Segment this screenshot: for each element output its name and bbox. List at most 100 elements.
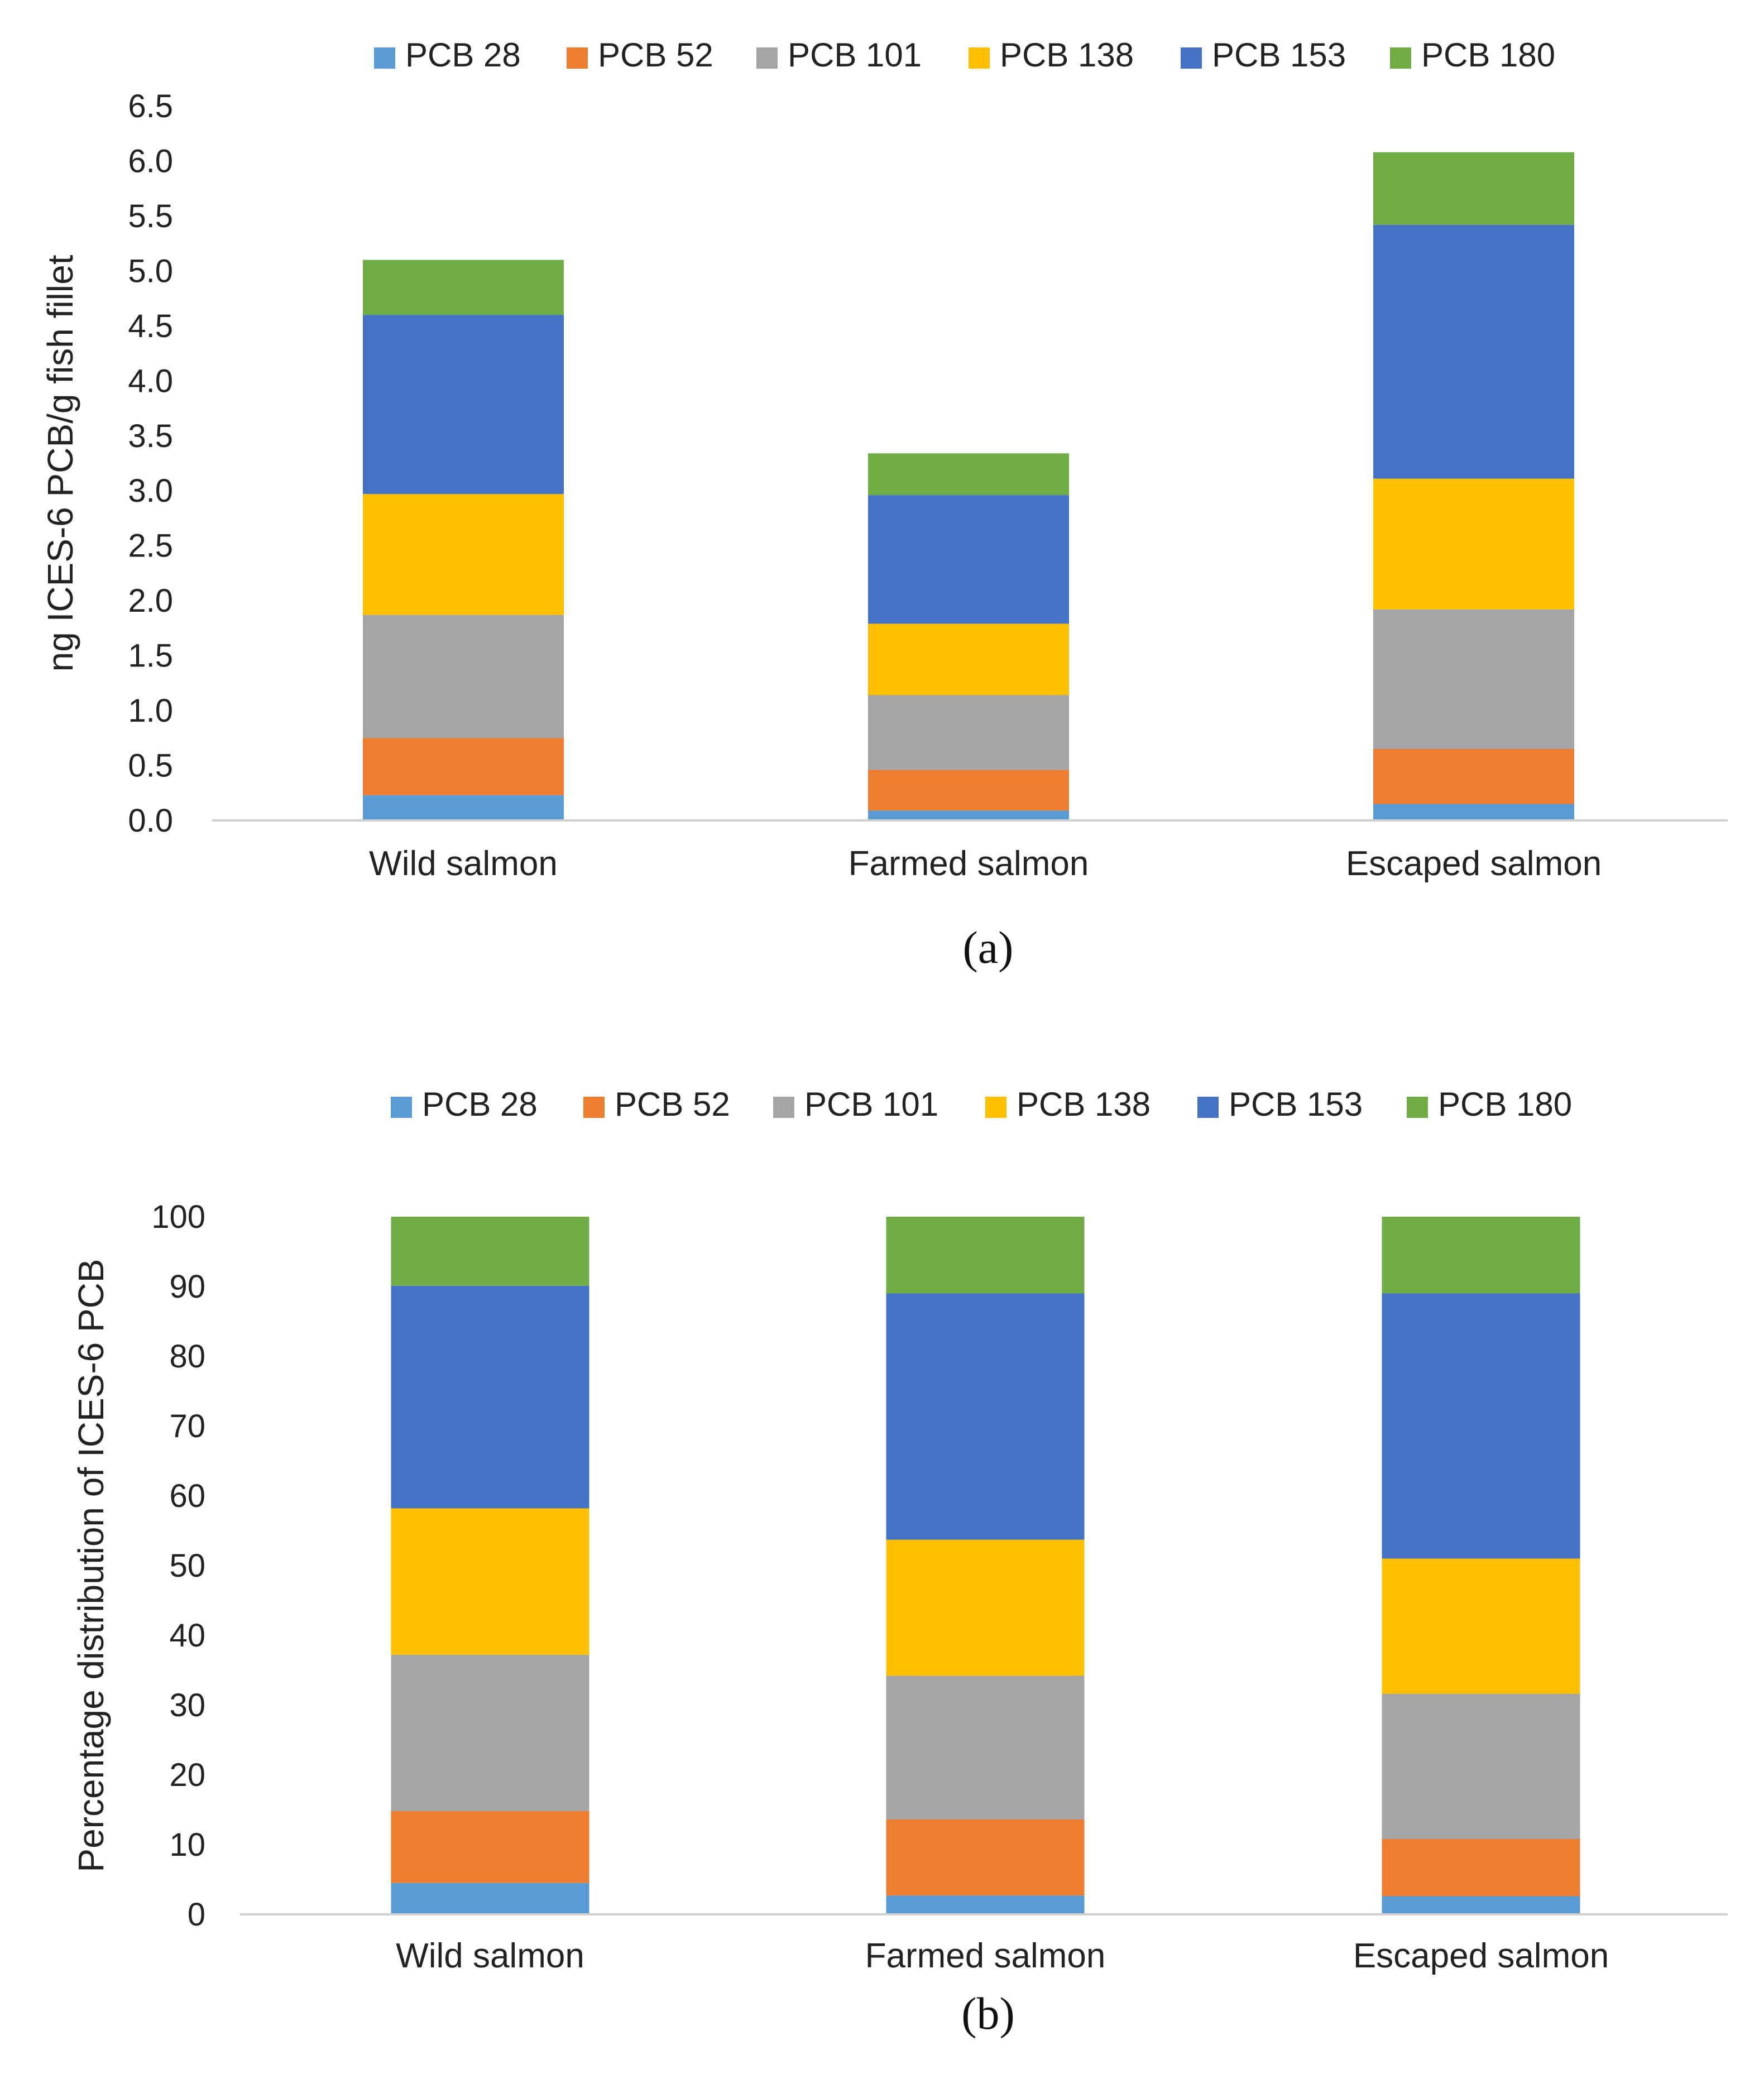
y-tick-label: 5.0 (128, 253, 173, 289)
legend-label: PCB 153 (1229, 1086, 1363, 1123)
y-tick-label: 2.0 (128, 583, 173, 619)
bar-segment (391, 1883, 589, 1914)
y-tick-label: 80 (169, 1338, 205, 1375)
y-tick-label: 4.0 (128, 363, 173, 399)
legend-swatch (374, 47, 395, 69)
bar-segment (886, 1293, 1085, 1540)
y-tick-label: 100 (151, 1199, 205, 1235)
legend-swatch (756, 47, 778, 69)
y-tick-label: 3.0 (128, 473, 173, 509)
y-tick-label: 20 (169, 1757, 205, 1793)
legend: PCB 28 PCB 52 PCB 101 PCB 138 PCB 153 PCB 180 (374, 36, 1555, 74)
bar-segment (1373, 804, 1574, 820)
legend: PCB 28 PCB 52 PCB 101 PCB 138 PCB 153 PCB 180 (391, 1086, 1572, 1123)
legend-swatch (391, 1097, 412, 1118)
x-category-label: Farmed salmon (849, 844, 1089, 883)
bar-segment (886, 1675, 1085, 1819)
y-tick-label: 1.0 (128, 693, 173, 729)
bar-segment (363, 260, 564, 315)
bar-segment (1382, 1217, 1580, 1294)
y-tick-label: 10 (169, 1827, 205, 1863)
x-category-label: Wild salmon (369, 844, 558, 883)
legend-label: PCB 52 (598, 36, 713, 74)
x-category-label: Escaped salmon (1346, 844, 1602, 883)
y-tick-label: 40 (169, 1617, 205, 1654)
bars (363, 152, 1574, 820)
y-axis-title: Percentage distribution of ICES-6 PCB (71, 1259, 111, 1872)
bar-segment (391, 1508, 589, 1655)
y-tick-label: 4.5 (128, 308, 173, 344)
chart-panel-a: PCB 28 PCB 52 PCB 101 PCB 138 PCB 153 PCB 180… (40, 36, 1728, 973)
y-tick-label: 50 (169, 1548, 205, 1584)
bar-segment (363, 795, 564, 820)
bar-segment (1373, 152, 1574, 225)
bar-segment (868, 453, 1069, 496)
y-axis: 0 10 20 30 40 50 60 70 80 90 100 (151, 1199, 205, 1933)
y-tick-label: 90 (169, 1269, 205, 1305)
y-tick-label: 6.5 (128, 88, 173, 124)
panel-label: (b) (961, 1988, 1015, 2039)
bar-segment (868, 495, 1069, 624)
y-tick-label: 2.5 (128, 528, 173, 564)
bar-segment (363, 738, 564, 795)
bar-segment (886, 1539, 1085, 1676)
bar-segment (391, 1655, 589, 1811)
bar-segment (868, 810, 1069, 820)
legend-label: PCB 180 (1421, 36, 1555, 74)
legend-swatch (985, 1097, 1006, 1118)
legend-label: PCB 180 (1438, 1086, 1572, 1123)
bar-segment (868, 770, 1069, 811)
bar-segment (868, 695, 1069, 770)
bar-segment (886, 1895, 1085, 1914)
y-tick-label: 3.5 (128, 418, 173, 454)
y-tick-label: 6.0 (128, 143, 173, 179)
bar-segment (1382, 1839, 1580, 1896)
legend-label: PCB 138 (1000, 36, 1134, 74)
legend-swatch (567, 47, 588, 69)
bar-segment (391, 1217, 589, 1286)
chart-panel-b: PCB 28 PCB 52 PCB 101 PCB 138 PCB 153 PCB 180… (71, 1086, 1728, 2039)
legend-swatch (583, 1097, 605, 1118)
bar-segment (886, 1217, 1085, 1294)
legend-swatch (1407, 1097, 1428, 1118)
legend-label: PCB 28 (422, 1086, 538, 1123)
x-category-label: Wild salmon (396, 1937, 584, 1975)
bar-segment (1373, 749, 1574, 804)
bar-segment (868, 623, 1069, 695)
bar-segment (1382, 1896, 1580, 1914)
bar-segment (1373, 478, 1574, 609)
panel-label: (a) (962, 922, 1013, 973)
y-tick-label: 1.5 (128, 638, 173, 674)
y-tick-label: 0.5 (128, 748, 173, 784)
y-tick-label: 0.0 (128, 803, 173, 839)
bar-segment (1382, 1558, 1580, 1694)
y-tick-label: 0 (188, 1896, 205, 1933)
bar-segment (1382, 1694, 1580, 1839)
bar-segment (363, 494, 564, 615)
legend-label: PCB 101 (804, 1086, 938, 1123)
bar-segment (391, 1811, 589, 1883)
bar-segment (391, 1285, 589, 1509)
x-category-label: Escaped salmon (1353, 1937, 1609, 1975)
legend-label: PCB 138 (1017, 1086, 1151, 1123)
x-category-label: Farmed salmon (865, 1937, 1106, 1975)
bar-segment (363, 614, 564, 738)
bar-segment (363, 315, 564, 494)
legend-label: PCB 28 (405, 36, 521, 74)
legend-swatch (969, 47, 990, 69)
legend-swatch (1197, 1097, 1219, 1118)
bar-segment (1373, 609, 1574, 749)
legend-swatch (1390, 47, 1411, 69)
y-axis-title: ng ICES-6 PCB/g fish fillet (40, 255, 80, 671)
y-axis: 0.0 0.5 1.0 1.5 2.0 2.5 3.0 3.5 4.0 4.5 5.0 5.5 6.0 6… (128, 88, 173, 839)
bar-segment (886, 1819, 1085, 1896)
bar-segment (1382, 1293, 1580, 1559)
bars (391, 1217, 1580, 1914)
legend-label: PCB 101 (788, 36, 922, 74)
legend-label: PCB 153 (1212, 36, 1346, 74)
y-tick-label: 5.5 (128, 198, 173, 234)
legend-swatch (1181, 47, 1202, 69)
legend-label: PCB 52 (615, 1086, 730, 1123)
